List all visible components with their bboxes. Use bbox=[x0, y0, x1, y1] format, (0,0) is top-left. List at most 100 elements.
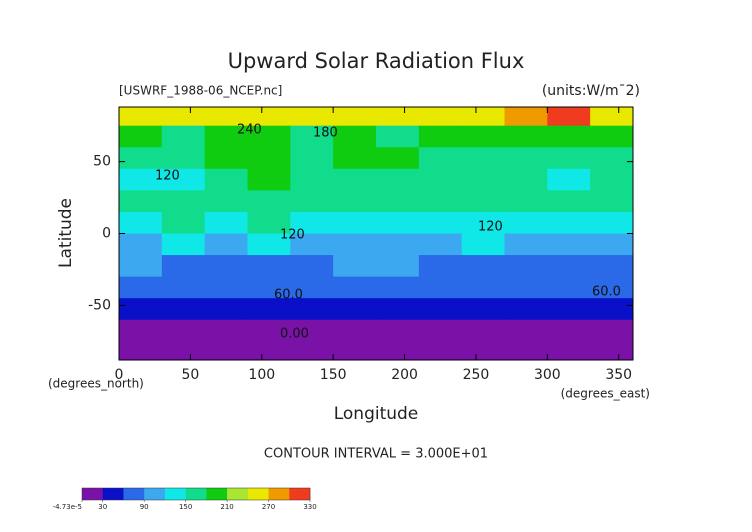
cell bbox=[418, 190, 463, 213]
cell bbox=[119, 319, 163, 342]
cell bbox=[547, 298, 591, 321]
cell bbox=[590, 125, 633, 148]
cell bbox=[547, 255, 591, 278]
cell bbox=[504, 255, 548, 278]
colorbar-tick-label: 150 bbox=[179, 503, 192, 511]
cell bbox=[290, 190, 334, 213]
colorbar-tick-label: -4.73e-5 bbox=[53, 503, 82, 511]
colorbar-bin bbox=[289, 488, 311, 500]
cell bbox=[376, 147, 420, 170]
x-tick-label: 0 bbox=[115, 367, 124, 383]
cell bbox=[418, 168, 463, 191]
cell bbox=[590, 341, 633, 360]
cell bbox=[161, 276, 206, 299]
cell bbox=[204, 147, 248, 170]
cell bbox=[590, 168, 633, 191]
contour-label: 120 bbox=[280, 228, 305, 243]
x-tick-label: 100 bbox=[248, 367, 275, 383]
cell bbox=[590, 190, 633, 213]
cell bbox=[547, 276, 591, 299]
colorbar-bin bbox=[102, 488, 124, 500]
cell bbox=[290, 147, 334, 170]
cell bbox=[590, 255, 633, 278]
colorbar-tick-label: 270 bbox=[262, 503, 275, 511]
cell bbox=[461, 298, 505, 321]
cell bbox=[247, 255, 291, 278]
cell bbox=[247, 276, 291, 299]
colorbar-bin bbox=[268, 488, 290, 500]
plot-cells bbox=[119, 107, 633, 360]
cell bbox=[161, 298, 206, 321]
cell bbox=[333, 233, 377, 256]
cell bbox=[590, 276, 633, 299]
cell bbox=[333, 276, 377, 299]
colorbar-tick-label: 30 bbox=[98, 503, 107, 511]
cell bbox=[461, 168, 505, 191]
contour-label: 120 bbox=[478, 220, 503, 235]
cell bbox=[547, 319, 591, 342]
cell bbox=[161, 255, 206, 278]
cell bbox=[547, 147, 591, 170]
cell bbox=[547, 233, 591, 256]
colorbar-bin bbox=[227, 488, 249, 500]
cell bbox=[376, 125, 420, 148]
x-tick-label: 300 bbox=[534, 367, 561, 383]
cell bbox=[504, 276, 548, 299]
cell bbox=[376, 255, 420, 278]
contour-label: 60.0 bbox=[274, 288, 303, 303]
y-axis-label: Latitude bbox=[56, 198, 76, 268]
cell bbox=[119, 107, 163, 127]
cell bbox=[461, 147, 505, 170]
colorbar-bin bbox=[123, 488, 145, 500]
cell bbox=[247, 298, 291, 321]
y-unit-label: (degrees_north) bbox=[48, 377, 144, 391]
cell bbox=[461, 190, 505, 213]
cell bbox=[547, 107, 591, 127]
cell bbox=[290, 341, 334, 360]
source-label: [USWRF_1988-06_NCEP.nc] bbox=[119, 84, 282, 98]
units-label: (units:W/m¯2) bbox=[542, 83, 640, 99]
cell bbox=[247, 125, 291, 148]
cell bbox=[504, 147, 548, 170]
cell bbox=[333, 107, 377, 127]
y-tick-label: 0 bbox=[102, 226, 111, 242]
colorbar-bin bbox=[144, 488, 166, 500]
colorbar-tick-label: 90 bbox=[140, 503, 149, 511]
cell bbox=[247, 211, 291, 234]
contour-label: 0.00 bbox=[280, 327, 309, 342]
colorbar-bin bbox=[206, 488, 228, 500]
cell bbox=[204, 107, 248, 127]
cell bbox=[247, 168, 291, 191]
colorbar-bin bbox=[247, 488, 269, 500]
cell bbox=[504, 233, 548, 256]
cell bbox=[119, 298, 163, 321]
cell bbox=[204, 319, 248, 342]
cell bbox=[161, 341, 206, 360]
cell bbox=[590, 233, 633, 256]
cell bbox=[161, 319, 206, 342]
cell bbox=[418, 255, 463, 278]
cell bbox=[333, 168, 377, 191]
cell bbox=[590, 107, 633, 127]
cell bbox=[418, 125, 463, 148]
cell bbox=[504, 319, 548, 342]
cell bbox=[547, 211, 591, 234]
cell bbox=[547, 190, 591, 213]
cell bbox=[461, 319, 505, 342]
cell bbox=[418, 276, 463, 299]
cell bbox=[376, 341, 420, 360]
cell bbox=[376, 276, 420, 299]
cell bbox=[504, 298, 548, 321]
cell bbox=[204, 211, 248, 234]
cell bbox=[290, 298, 334, 321]
cell bbox=[590, 211, 633, 234]
cell bbox=[461, 125, 505, 148]
cell bbox=[204, 125, 248, 148]
contour-label: 120 bbox=[155, 169, 180, 184]
cell bbox=[119, 233, 163, 256]
cell bbox=[376, 107, 420, 127]
colorbar-bin bbox=[185, 488, 207, 500]
x-tick-label: 50 bbox=[181, 367, 199, 383]
colorbar-bin bbox=[82, 488, 104, 500]
